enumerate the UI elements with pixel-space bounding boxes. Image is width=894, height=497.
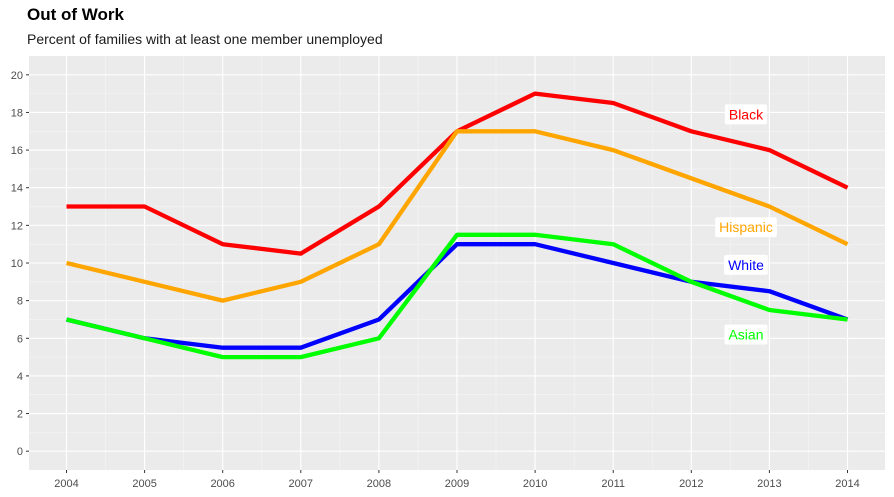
series-label-box: [715, 217, 777, 238]
series-label-black: Black: [729, 106, 764, 122]
y-tick-label: 12: [11, 220, 23, 232]
y-tick-label: 18: [11, 107, 23, 119]
y-tick-label: 4: [17, 371, 23, 383]
series-labels: Black Hispanic White Asian: [715, 104, 777, 345]
series-line-asian: [65, 232, 848, 360]
x-tick-label: 2007: [289, 478, 313, 490]
y-tick-label: 0: [17, 446, 23, 458]
y-tick-label: 14: [11, 183, 23, 195]
y-tick-label: 2: [17, 409, 23, 421]
series-lines: [65, 91, 849, 360]
x-tick-label: 2013: [757, 478, 781, 490]
y-tick-label: 6: [17, 333, 23, 345]
x-axis: 2004 2005 2006 2007 2008 2009 2010 2011 2012 2013…: [54, 470, 860, 490]
y-tick-label: 10: [11, 258, 23, 270]
y-axis: 0 2 4 6 8 10 12 14 16 18 20: [11, 70, 29, 458]
x-tick-label: 2008: [367, 478, 391, 490]
x-tick-label: 2014: [835, 478, 859, 490]
x-tick-label: 2012: [679, 478, 703, 490]
chart-subtitle: Percent of families with at least one me…: [27, 31, 383, 47]
x-tick-label: 2010: [523, 478, 547, 490]
x-tick-label: 2006: [210, 478, 234, 490]
y-tick-label: 8: [17, 296, 23, 308]
chart-title: Out of Work: [27, 5, 124, 24]
x-tick-label: 2004: [54, 478, 78, 490]
series-label-box: [724, 324, 768, 345]
series-label-white: White: [728, 257, 764, 273]
y-tick-label: 20: [11, 70, 23, 82]
x-tick-label: 2011: [601, 478, 625, 490]
series-label-hispanic: Hispanic: [719, 219, 773, 235]
x-tick-label: 2005: [132, 478, 156, 490]
series-line-white: [65, 242, 849, 350]
series-label-asian: Asian: [728, 327, 763, 343]
series-label-box: [724, 104, 768, 125]
series-line-hispanic: [65, 129, 849, 303]
x-tick-label: 2009: [445, 478, 469, 490]
series-label-box: [724, 254, 768, 275]
y-tick-label: 16: [11, 145, 23, 157]
